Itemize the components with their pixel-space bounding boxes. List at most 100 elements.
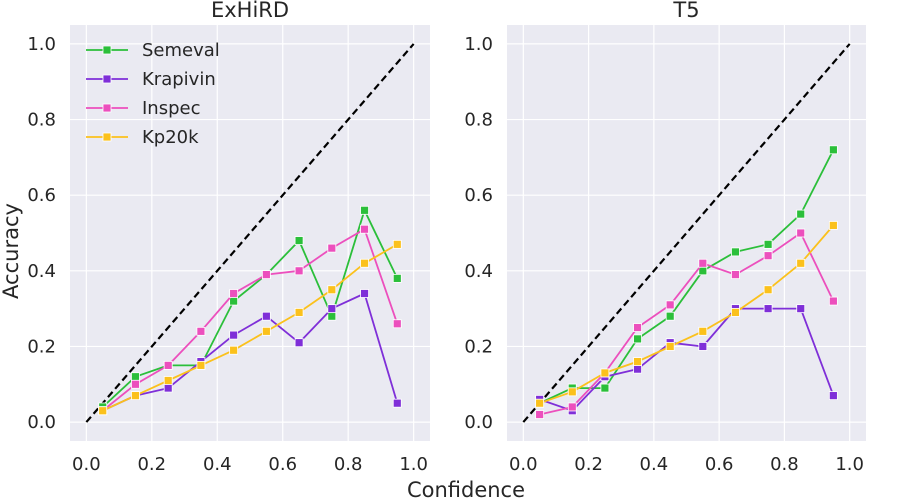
series-line-kp20k <box>539 224 835 405</box>
series-point-kp20k <box>828 221 838 230</box>
legend-marker-kp20k <box>102 132 112 142</box>
x-tick-label: 0.0 <box>72 454 101 475</box>
series-point-krapivin <box>698 342 708 351</box>
panel-t5: 0.0 0.2 0.4 0.6 0.8 1.0 0.0 0.2 0.4 0.6 0.8 1.0 T5 <box>464 0 866 475</box>
series-point-krapivin <box>392 398 402 408</box>
series-line-krapivin <box>102 292 399 412</box>
series-point-semeval <box>229 296 239 306</box>
series-point-kp20k <box>633 357 642 366</box>
series-point-krapivin <box>229 330 239 340</box>
x-tick-label: 0.6 <box>705 454 734 475</box>
series-line-krapivin <box>539 307 835 412</box>
x-tick-label: 0.0 <box>509 454 538 475</box>
series-point-semeval <box>796 209 806 219</box>
series-point-semeval <box>294 236 304 245</box>
series-point-inspec <box>392 319 402 329</box>
series-point-inspec <box>796 228 806 238</box>
series-point-kp20k <box>163 376 173 385</box>
series-point-inspec <box>828 296 838 306</box>
legend-marker-semeval <box>102 45 112 55</box>
x-tick-label: 1.0 <box>399 454 428 475</box>
y-tick-label: 0.4 <box>27 261 56 282</box>
series-point-inspec <box>196 326 206 336</box>
series-point-kp20k <box>763 285 773 295</box>
series-point-krapivin <box>360 289 369 298</box>
series-point-kp20k <box>665 342 675 351</box>
series-point-krapivin <box>796 304 806 314</box>
series-point-kp20k <box>196 360 206 370</box>
y-tick-label: 0.6 <box>464 185 493 206</box>
series-point-semeval <box>327 311 337 321</box>
series-point-krapivin <box>828 391 838 401</box>
series-point-kp20k <box>327 285 337 295</box>
series-point-inspec <box>698 258 708 268</box>
series-point-kp20k <box>294 308 304 317</box>
x-tick-label: 0.4 <box>640 454 669 475</box>
series-point-semeval <box>360 205 369 215</box>
series-point-kp20k <box>229 345 239 355</box>
legend-label-kp20k: Kp20k <box>142 127 199 148</box>
y-tick-label: 0.2 <box>464 336 493 357</box>
series-point-krapivin <box>327 304 337 314</box>
series-point-krapivin <box>294 338 304 348</box>
series-point-krapivin <box>261 311 271 321</box>
y-tick-label: 0.4 <box>464 261 493 282</box>
legend-marker-inspec <box>102 103 112 113</box>
y-tick-label: 1.0 <box>464 34 493 55</box>
series-point-inspec <box>763 251 773 261</box>
series-point-krapivin <box>633 364 642 374</box>
series-point-inspec <box>327 243 337 253</box>
y-tick-label: 1.0 <box>27 34 56 55</box>
series-line-inspec <box>539 232 835 416</box>
legend-label-inspec: Inspec <box>142 98 201 119</box>
series-line-semeval <box>539 149 835 405</box>
series-point-inspec <box>360 224 369 234</box>
series-point-inspec <box>633 323 642 332</box>
perfect-calibration-line <box>522 43 851 423</box>
x-tick-label: 0.2 <box>574 454 603 475</box>
series-line-semeval <box>102 209 399 408</box>
series-point-semeval <box>665 311 675 321</box>
series-point-inspec <box>567 402 577 412</box>
x-tick-label: 1.0 <box>835 454 864 475</box>
series-line-inspec <box>102 228 399 412</box>
legend-marker-krapivin <box>102 74 112 84</box>
x-axis-title: Confidence <box>407 478 525 500</box>
x-tick-label: 0.2 <box>137 454 166 475</box>
y-tick-label: 0.2 <box>27 336 56 357</box>
y-tick-label: 0.0 <box>27 412 56 433</box>
series-point-inspec <box>261 270 271 280</box>
series-point-kp20k <box>600 368 610 378</box>
series-point-kp20k <box>261 326 271 336</box>
perfect-calibration-line <box>85 43 415 423</box>
series-point-semeval <box>633 334 642 344</box>
y-tick-label: 0.6 <box>27 185 56 206</box>
series-point-kp20k <box>392 239 402 249</box>
series-line-kp20k <box>102 243 398 412</box>
series-point-kp20k <box>535 398 545 408</box>
series-point-inspec <box>131 379 140 389</box>
series-point-semeval <box>763 239 773 249</box>
x-tick-label: 0.6 <box>268 454 297 475</box>
x-tick-label: 0.8 <box>334 454 363 475</box>
y-tick-label: 0.8 <box>27 110 56 131</box>
legend-label-semeval: Semeval <box>142 40 220 61</box>
x-tick-label: 0.8 <box>770 454 799 475</box>
series-point-semeval <box>131 372 140 382</box>
panel-exhird: 0.0 0.2 0.4 0.6 0.8 1.0 0.0 0.2 0.4 0.6 0.8 1.0 ExHi… <box>27 0 430 475</box>
x-tick-label: 0.4 <box>203 454 232 475</box>
series-point-kp20k <box>731 308 740 317</box>
series-point-kp20k <box>131 391 140 401</box>
series-point-inspec <box>665 300 675 310</box>
series-point-inspec <box>294 266 304 276</box>
series-point-semeval <box>392 273 402 283</box>
series-point-kp20k <box>796 258 806 268</box>
panel-title: ExHiRD <box>211 0 289 22</box>
series-point-krapivin <box>763 304 773 314</box>
series-point-kp20k <box>360 258 369 268</box>
series-point-semeval <box>600 383 610 393</box>
series-point-semeval <box>731 247 740 257</box>
series-point-inspec <box>535 410 545 419</box>
panel-title: T5 <box>672 0 699 22</box>
series-point-inspec <box>731 270 740 280</box>
